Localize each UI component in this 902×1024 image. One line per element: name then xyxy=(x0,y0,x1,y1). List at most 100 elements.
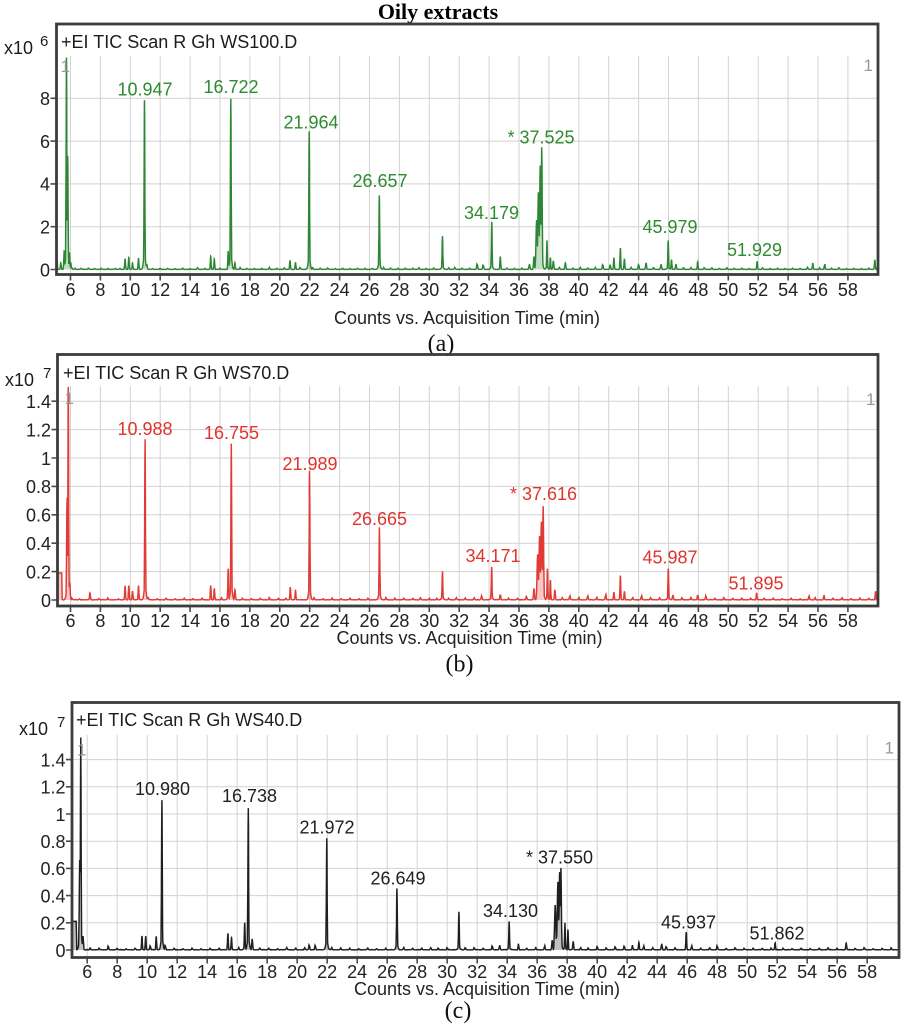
svg-text:46: 46 xyxy=(677,962,697,982)
svg-text:44: 44 xyxy=(629,611,649,631)
svg-text:44: 44 xyxy=(629,280,649,300)
svg-text:16: 16 xyxy=(210,611,230,631)
svg-text:Counts vs. Acquisition Time (m: Counts vs. Acquisition Time (min) xyxy=(354,979,620,999)
svg-text:1: 1 xyxy=(41,449,51,469)
svg-text:42: 42 xyxy=(599,611,619,631)
svg-text:7: 7 xyxy=(43,365,51,382)
svg-text:46: 46 xyxy=(658,611,678,631)
svg-text:18: 18 xyxy=(240,280,260,300)
svg-text:14: 14 xyxy=(180,611,200,631)
svg-text:36: 36 xyxy=(509,280,529,300)
svg-text:1: 1 xyxy=(885,739,894,758)
svg-text:0.2: 0.2 xyxy=(26,562,51,582)
svg-text:56: 56 xyxy=(808,280,828,300)
svg-text:21.989: 21.989 xyxy=(282,454,337,474)
svg-text:50: 50 xyxy=(737,962,757,982)
svg-text:56: 56 xyxy=(808,611,828,631)
svg-text:12: 12 xyxy=(150,280,170,300)
svg-text:54: 54 xyxy=(797,962,817,982)
svg-text:x10: x10 xyxy=(4,38,33,58)
svg-text:44: 44 xyxy=(647,962,667,982)
svg-text:(a): (a) xyxy=(428,331,455,357)
svg-text:6: 6 xyxy=(40,33,48,50)
svg-text:x10: x10 xyxy=(19,719,48,739)
svg-text:32: 32 xyxy=(467,962,487,982)
svg-text:18: 18 xyxy=(257,962,277,982)
svg-text:45.987: 45.987 xyxy=(642,548,697,568)
svg-text:20: 20 xyxy=(287,962,307,982)
svg-text:16: 16 xyxy=(227,962,247,982)
svg-text:22: 22 xyxy=(300,280,320,300)
svg-text:34.130: 34.130 xyxy=(483,901,538,921)
svg-text:24: 24 xyxy=(347,962,367,982)
svg-text:14: 14 xyxy=(197,962,217,982)
svg-text:14: 14 xyxy=(180,280,200,300)
svg-text:* 37.525: * 37.525 xyxy=(507,128,574,148)
svg-text:8: 8 xyxy=(40,89,50,109)
svg-text:8: 8 xyxy=(112,962,122,982)
svg-text:34: 34 xyxy=(497,962,517,982)
svg-text:26: 26 xyxy=(359,280,379,300)
svg-text:Oily extracts: Oily extracts xyxy=(378,0,499,24)
svg-text:6: 6 xyxy=(82,962,92,982)
svg-text:45.979: 45.979 xyxy=(642,217,697,237)
svg-text:54: 54 xyxy=(778,611,798,631)
svg-text:1: 1 xyxy=(864,56,873,75)
svg-text:34.179: 34.179 xyxy=(464,203,519,223)
svg-text:(c): (c) xyxy=(445,998,472,1024)
svg-text:1: 1 xyxy=(55,805,65,825)
svg-text:8: 8 xyxy=(95,611,105,631)
svg-text:30: 30 xyxy=(437,962,457,982)
svg-text:0.4: 0.4 xyxy=(40,886,65,906)
svg-text:56: 56 xyxy=(827,962,847,982)
svg-text:28: 28 xyxy=(389,280,409,300)
svg-text:6: 6 xyxy=(40,132,50,152)
svg-text:34.171: 34.171 xyxy=(465,546,520,566)
svg-text:45.937: 45.937 xyxy=(661,913,716,933)
svg-text:28: 28 xyxy=(389,611,409,631)
svg-text:26: 26 xyxy=(377,962,397,982)
svg-text:34: 34 xyxy=(479,611,499,631)
svg-text:51.929: 51.929 xyxy=(727,240,782,260)
svg-text:46: 46 xyxy=(658,280,678,300)
svg-text:30: 30 xyxy=(419,280,439,300)
svg-text:36: 36 xyxy=(527,962,547,982)
svg-text:52: 52 xyxy=(748,280,768,300)
svg-text:16.722: 16.722 xyxy=(203,77,258,97)
svg-text:58: 58 xyxy=(838,611,858,631)
svg-text:10: 10 xyxy=(120,611,140,631)
svg-text:40: 40 xyxy=(569,280,589,300)
svg-text:42: 42 xyxy=(599,280,619,300)
svg-text:32: 32 xyxy=(449,280,469,300)
svg-text:+EI TIC Scan R Gh WS100.D: +EI TIC Scan R Gh WS100.D xyxy=(61,32,297,52)
svg-text:34: 34 xyxy=(479,280,499,300)
svg-text:26: 26 xyxy=(359,611,379,631)
svg-text:26.657: 26.657 xyxy=(352,171,407,191)
svg-text:* 37.550: * 37.550 xyxy=(526,848,593,868)
svg-text:50: 50 xyxy=(718,280,738,300)
svg-text:18: 18 xyxy=(240,611,260,631)
svg-text:22: 22 xyxy=(317,962,337,982)
svg-text:0.8: 0.8 xyxy=(26,477,51,497)
svg-text:1: 1 xyxy=(61,57,70,76)
svg-text:0.2: 0.2 xyxy=(40,914,65,934)
svg-text:1.4: 1.4 xyxy=(40,750,65,770)
svg-text:16.755: 16.755 xyxy=(204,423,259,443)
svg-text:51.862: 51.862 xyxy=(749,924,804,944)
svg-text:(b): (b) xyxy=(446,652,474,678)
svg-text:6: 6 xyxy=(65,611,75,631)
svg-text:1: 1 xyxy=(65,389,74,408)
svg-text:1: 1 xyxy=(77,741,86,760)
svg-text:10.947: 10.947 xyxy=(117,80,172,100)
svg-text:48: 48 xyxy=(688,280,708,300)
svg-text:7: 7 xyxy=(57,714,65,731)
svg-text:26.649: 26.649 xyxy=(370,869,425,889)
svg-text:0.8: 0.8 xyxy=(40,832,65,852)
svg-text:40: 40 xyxy=(587,962,607,982)
svg-text:32: 32 xyxy=(449,611,469,631)
svg-text:6: 6 xyxy=(65,280,75,300)
svg-text:1.2: 1.2 xyxy=(26,420,51,440)
svg-text:10.980: 10.980 xyxy=(135,779,190,799)
svg-text:22: 22 xyxy=(300,611,320,631)
svg-text:0: 0 xyxy=(40,260,50,280)
